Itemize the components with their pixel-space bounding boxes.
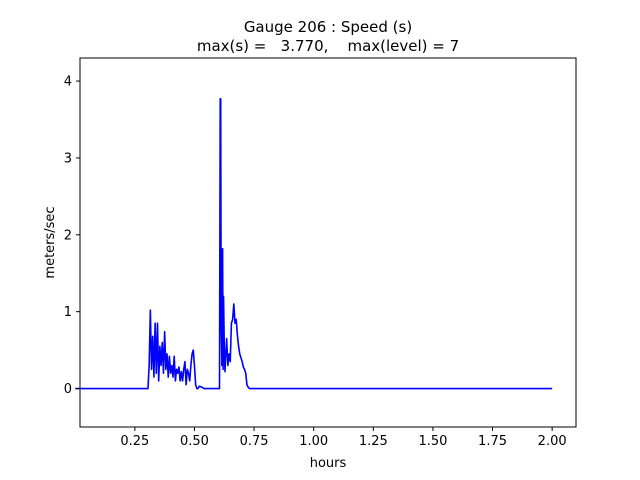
x-tick-label: 2.00 (538, 434, 567, 449)
y-tick-label: 2 (64, 228, 72, 243)
y-tick-label: 0 (64, 382, 72, 397)
x-tick-label: 0.25 (120, 434, 149, 449)
x-tick-label: 1.25 (359, 434, 388, 449)
x-tick-label: 0.50 (180, 434, 209, 449)
plot-frame (79, 57, 577, 428)
x-axis-label: hours (310, 456, 347, 471)
chart-title-line1: Gauge 206 : Speed (s) (244, 18, 412, 36)
y-tick-label: 4 (64, 75, 72, 90)
axis-ticks: 0.25 0.50 0.75 1.00 1.25 1.50 1.75 2.00 0 1 2 3 4 (64, 75, 567, 449)
x-tick-label: 1.00 (299, 434, 328, 449)
series-line-0 (75, 97, 553, 390)
y-axis-label: meters/sec (43, 206, 58, 278)
x-tick-label: 0.75 (240, 434, 269, 449)
y-tick-label: 1 (64, 305, 72, 320)
y-tick-label: 3 (64, 151, 72, 166)
chart-title-line2: max(s) = 3.770, max(level) = 7 (197, 37, 459, 55)
plot-area (75, 97, 553, 390)
x-tick-label: 1.75 (478, 434, 507, 449)
x-tick-label: 1.50 (418, 434, 447, 449)
